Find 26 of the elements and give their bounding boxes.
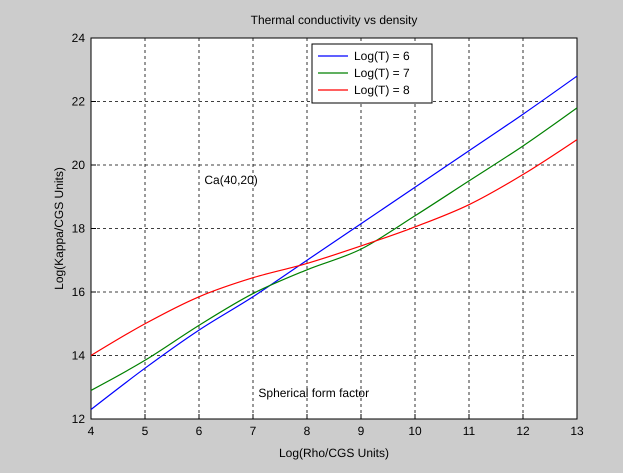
y-tick-label: 20 [72,158,86,172]
legend-label: Log(T) = 7 [354,66,410,80]
line-series [90,139,578,356]
x-tick-label: 11 [462,424,476,438]
x-tick-label: 10 [408,424,422,438]
chart-title: Thermal conductivity vs density [250,13,418,27]
x-axis-title: Log(Rho/CGS Units) [278,446,390,460]
y-tick-label: 12 [72,412,86,426]
legend-label: Log(T) = 8 [354,83,410,97]
y-tick-label: 16 [72,285,86,299]
x-tick-label: 9 [358,424,365,438]
annotation: Spherical form factor [258,386,370,400]
x-tick-label: 13 [570,424,584,438]
y-tick-label: 24 [72,31,86,45]
x-tick-label: 4 [88,424,95,438]
x-tick-label: 6 [196,424,203,438]
x-tick-label: 12 [516,424,530,438]
y-axis-title: Log(Kappa/CGS Units) [52,167,66,290]
y-tick-label: 22 [72,94,86,108]
y-tick-label: 18 [72,222,86,236]
x-tick-label: 8 [304,424,311,438]
x-tick-label: 5 [142,424,149,438]
legend-label: Log(T) = 6 [354,49,410,63]
x-tick-label: 7 [250,424,257,438]
y-tick-label: 14 [72,348,86,362]
annotation: Ca(40,20) [204,173,258,188]
